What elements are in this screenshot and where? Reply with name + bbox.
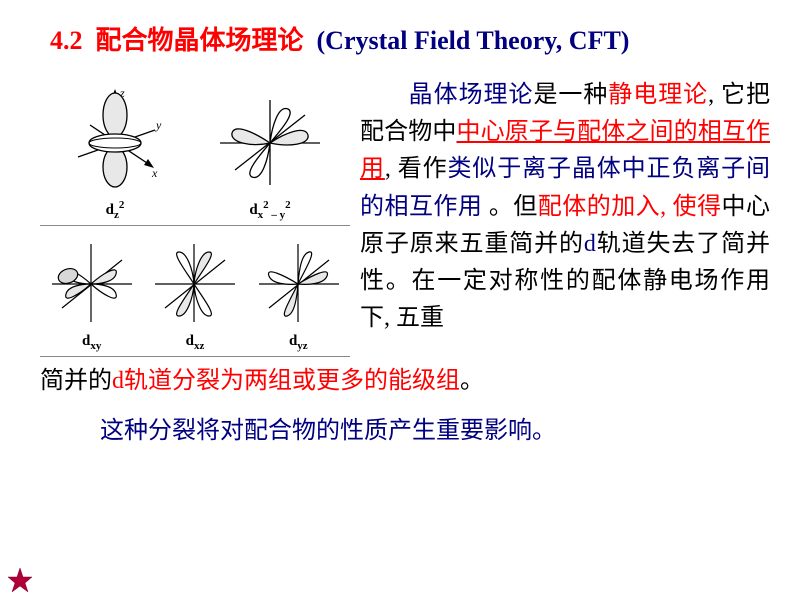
orbital-dxy-svg bbox=[44, 234, 139, 329]
title-section-number: 4.2 bbox=[50, 26, 83, 55]
orbital-dx2y2-svg bbox=[210, 85, 330, 195]
slide-title: 4.2 配合物晶体场理论 (Crystal Field Theory, CFT) bbox=[50, 20, 770, 57]
orbital-dxz: dxz bbox=[147, 234, 242, 352]
svg-text:y: y bbox=[155, 118, 162, 132]
paragraph-continuation: 简并的d轨道分裂为两组或更多的能级组。 bbox=[40, 363, 770, 400]
orbital-dxy: dxy bbox=[44, 234, 139, 352]
orbital-dz2: z y x dz2 bbox=[60, 85, 170, 221]
orbital-dxy-label: dxy bbox=[44, 333, 139, 352]
orbital-dx2y2-label: dx2 – y2 bbox=[210, 199, 330, 221]
title-chinese: 配合物晶体场理论 bbox=[89, 26, 304, 55]
orbital-row-bottom: dxy dxz bbox=[40, 226, 350, 357]
orbital-dyz-label: dyz bbox=[251, 333, 346, 352]
orbital-dz2-label: dz2 bbox=[60, 199, 170, 221]
title-english: (Crystal Field Theory, CFT) bbox=[310, 26, 629, 55]
orbital-dyz: dyz bbox=[251, 234, 346, 352]
orbital-figures: z y x dz2 bbox=[40, 77, 350, 357]
orbital-dxz-svg bbox=[147, 234, 242, 329]
orbital-dyz-svg bbox=[251, 234, 346, 329]
content-area: z y x dz2 bbox=[40, 77, 770, 357]
paragraph-main: 晶体场理论是一种静电理论, 它把配合物中中心原子与配体之间的相互作用, 看作类似… bbox=[360, 77, 770, 357]
paragraph-final: 这种分裂将对配合物的性质产生重要影响。 bbox=[40, 410, 770, 445]
orbital-dx2y2: dx2 – y2 bbox=[210, 85, 330, 221]
svg-text:x: x bbox=[151, 166, 158, 180]
star-icon bbox=[6, 566, 34, 594]
orbital-dxz-label: dxz bbox=[147, 333, 242, 352]
orbital-dz2-svg: z y x bbox=[60, 85, 170, 195]
orbital-row-top: z y x dz2 bbox=[40, 77, 350, 226]
